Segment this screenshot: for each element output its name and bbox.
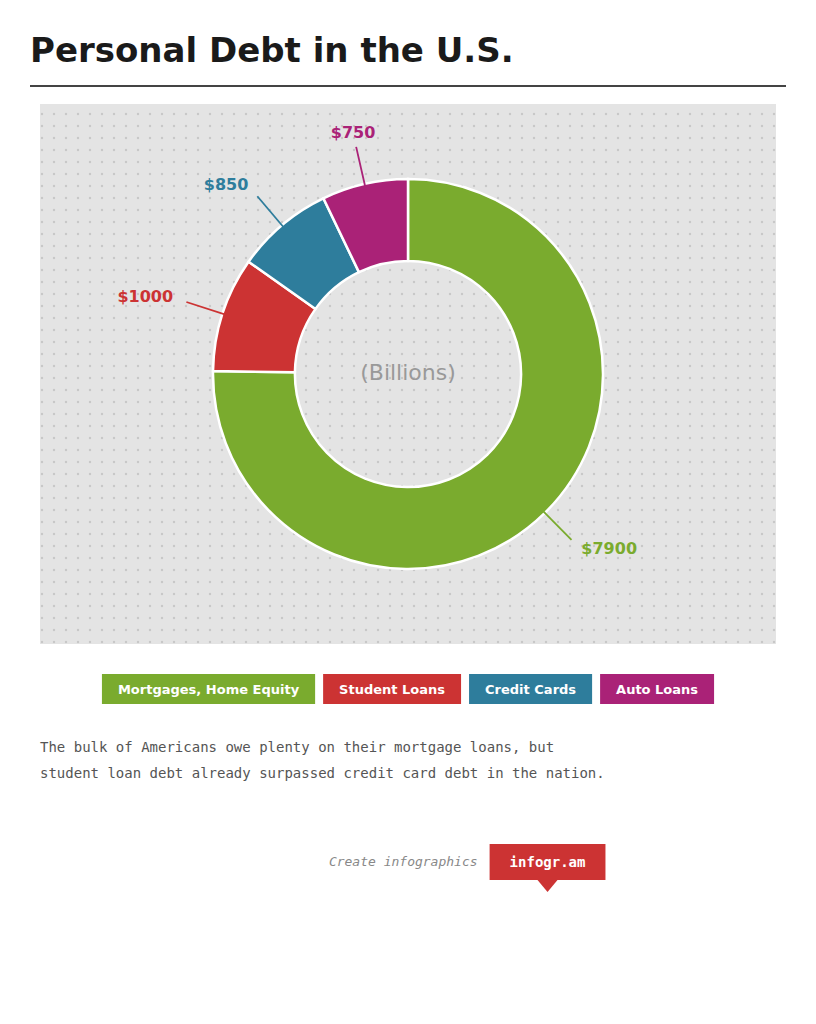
title-rule: [30, 85, 786, 87]
legend-label: Auto Loans: [616, 682, 698, 697]
body-text: student loan debt already surpassed cred…: [40, 765, 605, 781]
badge-box: [490, 844, 606, 880]
legend-swatch: [469, 674, 592, 704]
legend-swatch: [102, 674, 315, 704]
badge-text: infogr.am: [510, 854, 586, 870]
donut-slice: [323, 179, 408, 272]
plot-background: [40, 104, 776, 644]
legend-swatch: [600, 674, 714, 704]
leader-line: [186, 302, 226, 315]
legend: Mortgages, Home Equity Student Loans Credi…: [102, 674, 714, 704]
badge-pointer: [538, 880, 558, 892]
footer-text: Create infographics: [329, 854, 478, 869]
legend-label: Credit Cards: [485, 682, 576, 697]
data-label: $850: [204, 175, 249, 194]
leader-line: [542, 510, 571, 540]
data-label: $750: [331, 123, 376, 142]
legend-label: Student Loans: [339, 682, 445, 697]
legend-label: Mortgages, Home Equity: [118, 682, 300, 697]
footer-badge: infogr.am: [490, 844, 606, 892]
donut: (Billions) $7900 $1000 $850 $750: [117, 123, 637, 569]
title: Personal Debt in the U.S.: [30, 30, 514, 70]
chart-root: Personal Debt in the U.S. (Billions) $7900…: [0, 0, 816, 1024]
body-text: The bulk of Americans owe plenty on thei…: [40, 739, 554, 755]
donut-slice: [213, 179, 603, 569]
center-text: (Billions): [360, 360, 456, 385]
legend-item: Credit Cards: [469, 674, 592, 704]
leader-line: [257, 196, 284, 228]
legend-item: Auto Loans: [600, 674, 714, 704]
data-label: $1000: [117, 287, 173, 306]
leader-line: [356, 147, 365, 188]
legend-item: Mortgages, Home Equity: [102, 674, 315, 704]
legend-swatch: [323, 674, 461, 704]
data-label: $7900: [581, 539, 637, 558]
legend-item: Student Loans: [323, 674, 461, 704]
